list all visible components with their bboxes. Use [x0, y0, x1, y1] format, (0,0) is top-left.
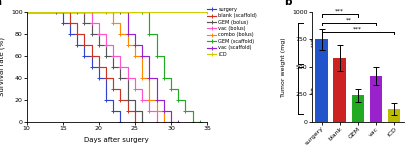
Y-axis label: Tumor weight (mg): Tumor weight (mg)	[281, 37, 285, 97]
Text: ****: ****	[306, 39, 311, 48]
Text: **: **	[345, 17, 351, 22]
Text: a: a	[0, 0, 1, 7]
Text: ***: ***	[334, 8, 343, 13]
Text: ***: ***	[353, 26, 361, 31]
Y-axis label: Survival rate (%): Survival rate (%)	[0, 37, 5, 96]
Bar	[333, 58, 345, 122]
X-axis label: Days after surgery: Days after surgery	[84, 137, 149, 143]
Bar	[369, 76, 381, 122]
Text: ***: ***	[306, 87, 311, 94]
Bar	[351, 95, 363, 122]
Bar	[387, 109, 399, 122]
Text: b: b	[283, 0, 291, 7]
Legend: surgery, blank (scaffold), GEM (bolus), vac (bolus), combo (bolus), GEM (scaffol: surgery, blank (scaffold), GEM (bolus), …	[207, 7, 256, 57]
Bar	[315, 39, 327, 122]
